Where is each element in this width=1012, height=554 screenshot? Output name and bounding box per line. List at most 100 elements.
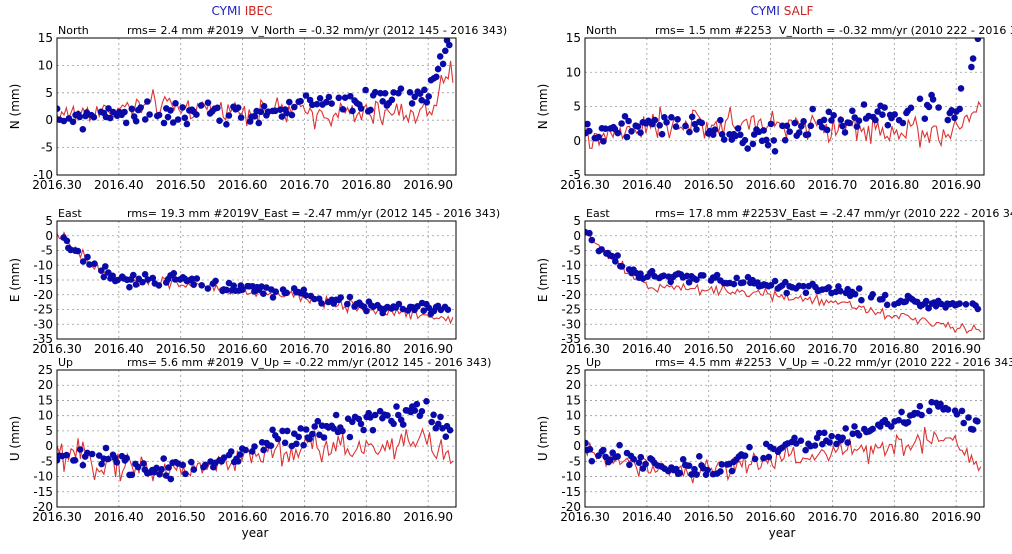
data-point-cymi (807, 122, 815, 130)
data-point-cymi (628, 128, 635, 135)
data-point-cymi (969, 55, 977, 62)
data-point-cymi (937, 400, 944, 408)
data-point-cymi (851, 423, 858, 430)
data-point-cymi (181, 114, 189, 122)
data-point-cymi (57, 105, 61, 112)
panel-component-label: Up (58, 356, 73, 369)
data-point-cymi (390, 420, 397, 428)
data-point-cymi (797, 437, 805, 445)
data-point-cymi (357, 105, 365, 112)
x-tick-label: 2016.70 (808, 510, 858, 524)
data-point-cymi (709, 131, 717, 138)
data-point-cymi (926, 407, 933, 415)
data-point-cymi (160, 455, 167, 462)
y-tick-label: 0 (573, 229, 581, 243)
data-point-cymi (428, 418, 436, 426)
y-tick-label: -10 (33, 168, 53, 182)
x-tick-label: 2016.30 (560, 178, 610, 192)
data-point-cymi (269, 294, 277, 301)
data-point-cymi (614, 129, 622, 137)
data-point-cymi (397, 85, 405, 92)
x-tick-label: 2016.40 (622, 342, 672, 356)
data-point-cymi (156, 471, 163, 478)
data-point-cymi (141, 271, 149, 278)
data-point-cymi (881, 104, 888, 111)
data-point-cymi (887, 423, 895, 430)
x-tick-label: 2016.60 (218, 510, 268, 524)
data-point-cymi (204, 99, 212, 106)
data-point-cymi (341, 94, 349, 101)
data-point-cymi (968, 63, 975, 71)
data-point-cymi (741, 136, 749, 144)
x-tick-label: 2016.80 (341, 178, 391, 192)
data-point-cymi (367, 106, 374, 114)
plot-frame (56, 369, 457, 508)
data-point-cymi (586, 229, 593, 237)
data-point-cymi (283, 289, 291, 297)
x-tick-label: 2016.90 (403, 342, 453, 356)
data-point-cymi (399, 305, 407, 313)
data-point-cymi (146, 111, 153, 118)
data-point-cymi (771, 148, 779, 155)
data-point-cymi (384, 412, 391, 419)
data-point-cymi (800, 282, 807, 290)
y-tick-label: 15 (38, 31, 53, 45)
data-point-cymi (421, 86, 428, 94)
data-point-cymi (651, 116, 659, 124)
y-tick-label: -20 (561, 500, 581, 514)
data-point-cymi (408, 100, 416, 107)
data-point-cymi (188, 458, 195, 466)
data-point-cymi (811, 442, 819, 449)
data-point-cymi (672, 123, 680, 130)
x-tick-label: 2016.30 (32, 178, 82, 192)
x-tick-label: 2016.30 (32, 510, 82, 524)
data-point-cymi (600, 138, 607, 145)
y-tick-label: -15 (33, 273, 53, 287)
x-tick-label: 2016.40 (94, 510, 144, 524)
data-point-cymi (284, 427, 291, 435)
data-point-cymi (734, 125, 742, 132)
data-point-cymi (149, 274, 157, 282)
data-point-cymi (760, 454, 767, 462)
data-point-cymi (642, 460, 649, 468)
data-point-cymi (212, 277, 219, 285)
data-point-cymi (818, 123, 826, 131)
panel-component-label: East (586, 207, 610, 220)
data-point-cymi (335, 94, 343, 102)
data-point-cymi (297, 425, 305, 432)
data-point-cymi (844, 439, 851, 446)
x-tick-label: 2016.80 (869, 178, 919, 192)
data-point-cymi (921, 115, 929, 122)
data-point-cymi (846, 119, 853, 127)
data-point-cymi (102, 444, 110, 452)
data-point-cymi (311, 295, 318, 303)
data-point-cymi (202, 461, 209, 469)
data-point-cymi (444, 306, 452, 314)
data-point-cymi (179, 104, 186, 111)
y-tick-label: 0 (573, 439, 581, 453)
panel-velocity-label: V_Up = -0.22 mm/yr (2010 222 - 2016 343) (779, 356, 1012, 369)
data-point-cymi (751, 455, 759, 463)
panel-velocity-label: V_North = -0.32 mm/yr (2010 222 - 2016 3… (779, 24, 1012, 37)
data-point-cymi (169, 119, 177, 126)
panel-cymi-salf-north: 2016.30 2016.40 2016.50 2016.60 2016.70 2016.… (536, 24, 1012, 192)
data-point-cymi (105, 105, 112, 112)
data-point-cymi (765, 453, 773, 461)
data-point-cymi (661, 114, 668, 121)
x-tick-label: 2016.30 (560, 342, 610, 356)
data-point-cymi (851, 290, 859, 298)
data-point-cymi (79, 258, 87, 265)
data-point-cymi (439, 60, 447, 68)
data-point-cymi (860, 101, 868, 108)
data-point-cymi (826, 439, 833, 446)
x-tick-label: 2016.60 (218, 178, 268, 192)
y-tick-label: 5 (573, 100, 581, 114)
x-tick-label: 2016.90 (931, 510, 981, 524)
data-point-cymi (255, 119, 263, 127)
left-title: CYMI IBEC (212, 4, 273, 18)
data-point-cymi (634, 123, 642, 130)
data-point-cymi (685, 279, 693, 286)
data-point-cymi (899, 119, 907, 127)
data-point-cymi (623, 133, 631, 141)
y-tick-label: -5 (569, 454, 581, 468)
